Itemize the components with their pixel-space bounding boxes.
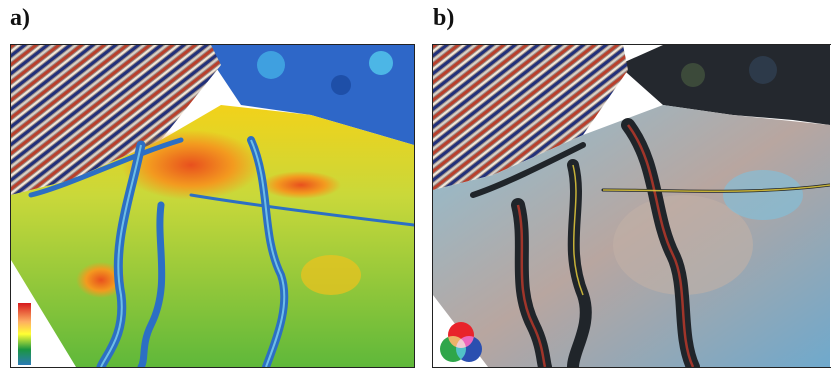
seismic-panel-a — [10, 44, 415, 368]
background-region-b — [618, 45, 830, 125]
seismic-image-a — [11, 45, 414, 367]
horizon-surface-a — [11, 105, 414, 367]
panel-label-b: b) — [433, 5, 455, 31]
seismic-section-b — [433, 45, 628, 190]
seismic-section-a — [11, 45, 221, 195]
seismic-panel-b — [432, 44, 831, 368]
panel-label-a: a) — [10, 5, 30, 31]
rgb-blend-legend — [440, 322, 482, 362]
seismic-image-b — [433, 45, 830, 367]
background-region-a — [201, 45, 414, 145]
colorbar — [18, 303, 31, 365]
